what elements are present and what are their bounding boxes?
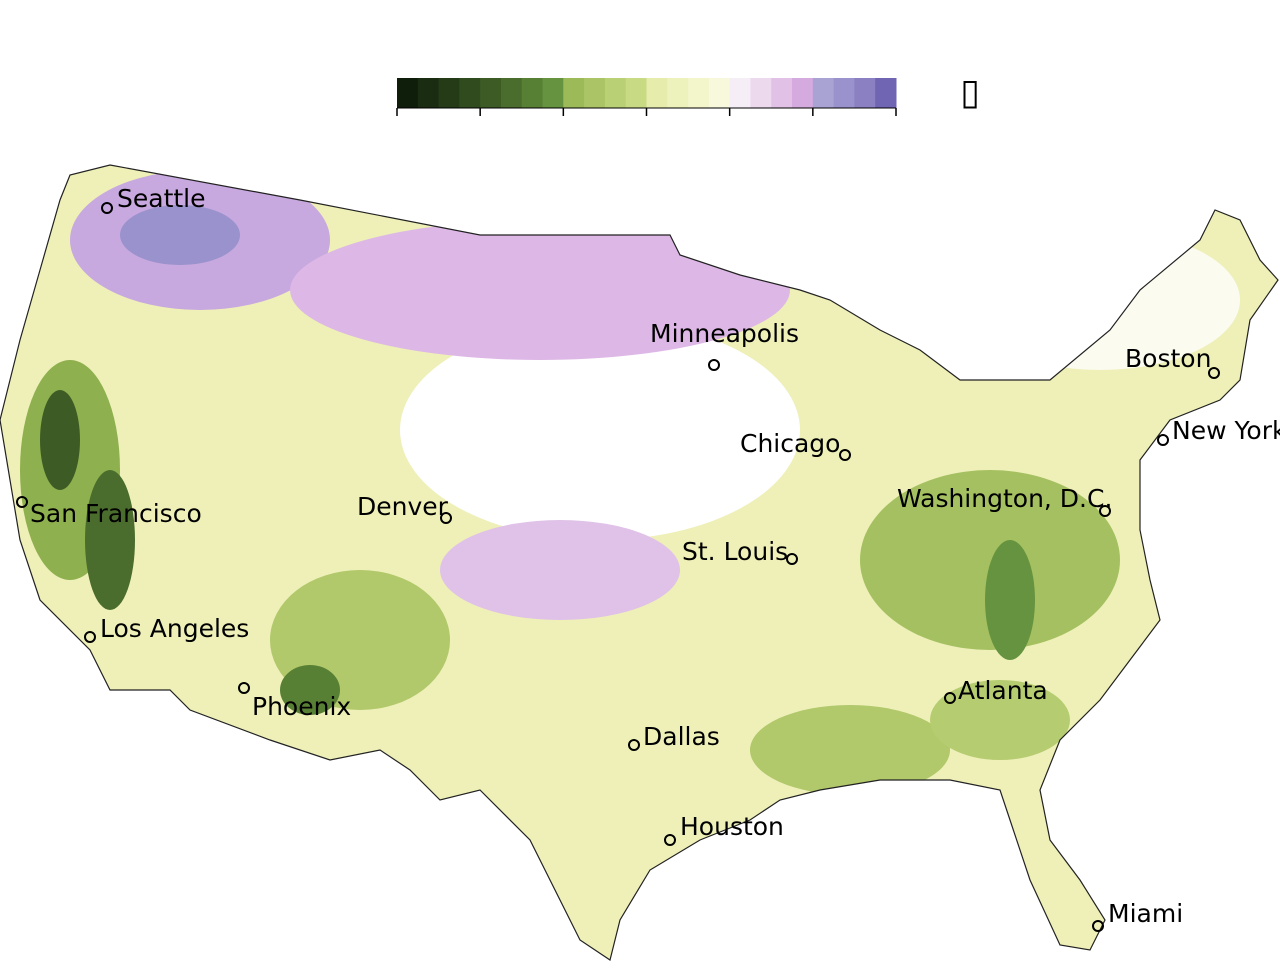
legend-swatch xyxy=(646,78,668,108)
legend-swatch xyxy=(667,78,689,108)
city-label: Miami xyxy=(1108,899,1183,928)
legend-label: ▯ xyxy=(960,72,980,113)
legend-swatch xyxy=(563,78,585,108)
legend-swatch xyxy=(604,78,627,108)
legend-swatch xyxy=(792,78,814,108)
city-marker xyxy=(628,739,640,751)
city-label: New York xyxy=(1172,416,1280,445)
legend-swatch xyxy=(812,78,835,108)
city-label: Chicago xyxy=(740,429,840,458)
legend-swatch xyxy=(771,78,793,108)
legend-swatch xyxy=(521,78,544,108)
legend-swatch xyxy=(438,78,460,108)
city-label: Washington, D.C. xyxy=(897,484,1112,513)
city-label: Los Angeles xyxy=(100,614,249,643)
legend-swatch xyxy=(480,78,502,108)
city-label: St. Louis xyxy=(682,537,788,566)
city-marker xyxy=(1099,505,1111,517)
city-marker xyxy=(101,202,113,214)
legend-swatch xyxy=(708,78,731,108)
city-label: Dallas xyxy=(643,722,720,751)
city-marker xyxy=(440,512,452,524)
city-marker xyxy=(944,692,956,704)
city-marker xyxy=(1208,367,1220,379)
legend-swatch xyxy=(854,78,876,108)
city-marker xyxy=(664,834,676,846)
legend-swatch xyxy=(397,78,419,108)
legend-swatch xyxy=(750,78,772,108)
city-label: Minneapolis xyxy=(650,319,799,348)
city-marker xyxy=(84,631,96,643)
city-label: Atlanta xyxy=(958,676,1048,705)
map-fill xyxy=(0,165,1278,960)
legend-swatch xyxy=(459,78,481,108)
legend-swatch xyxy=(688,78,710,108)
legend-swatch xyxy=(729,78,751,108)
city-marker xyxy=(16,496,28,508)
legend-swatch xyxy=(500,78,523,108)
city-marker xyxy=(839,449,851,461)
legend-swatch xyxy=(875,78,897,108)
city-marker xyxy=(786,553,798,565)
city-label: Phoenix xyxy=(252,692,351,721)
city-marker xyxy=(238,682,250,694)
city-marker xyxy=(1092,920,1104,932)
city-label: Boston xyxy=(1125,344,1211,373)
city-marker xyxy=(708,359,720,371)
city-label: Seattle xyxy=(117,184,206,213)
city-label: Houston xyxy=(680,812,784,841)
cities: Seattle Minneapolis Boston Chicago New York W… xyxy=(16,184,1280,932)
legend-swatch xyxy=(584,78,606,108)
city-marker xyxy=(1157,434,1169,446)
legend-swatch xyxy=(625,78,647,108)
legend-swatch xyxy=(542,78,564,108)
legend-swatch xyxy=(833,78,855,108)
city-label: San Francisco xyxy=(30,499,202,528)
legend-swatch xyxy=(417,78,440,108)
city-label: Denver xyxy=(357,492,449,521)
legend xyxy=(396,78,897,116)
